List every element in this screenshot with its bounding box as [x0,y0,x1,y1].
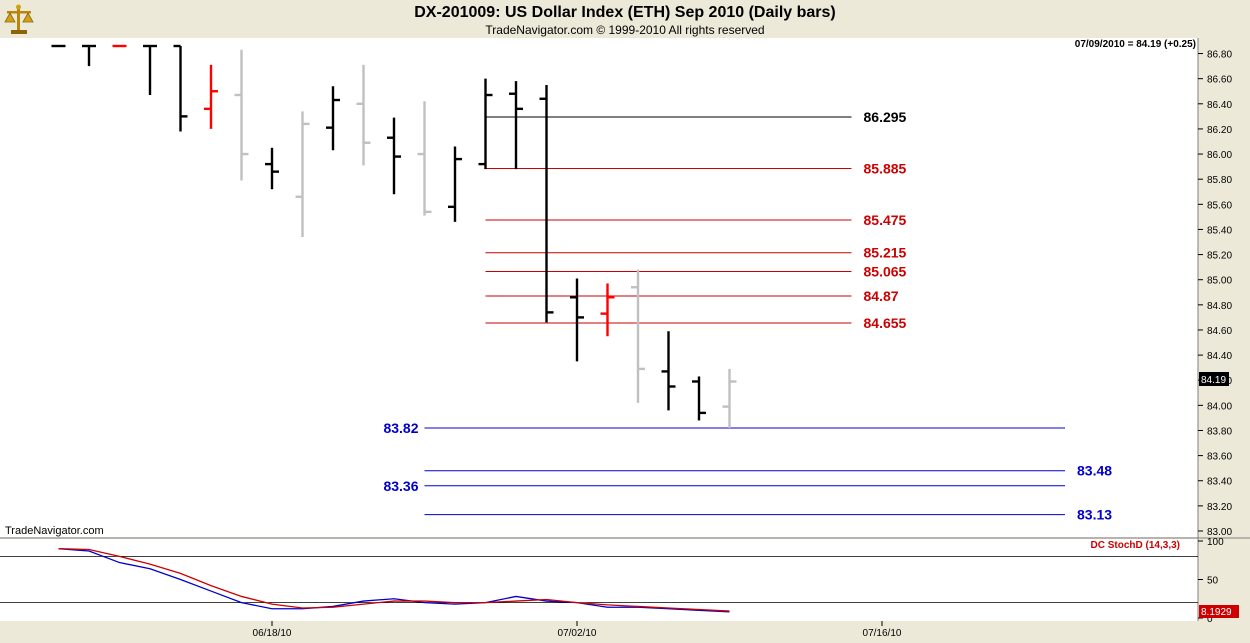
price-tick-label: 85.20 [1207,251,1232,262]
level-label: 84.655 [864,315,907,331]
last-price-tag: 84.19 [1199,372,1229,386]
price-tick-label: 86.20 [1207,125,1232,136]
level-label: 86.295 [864,109,907,125]
level-label: 85.885 [864,161,907,177]
price-tick-label: 86.40 [1207,100,1232,111]
ohlc-bar [539,84,554,323]
ohlc-bar [326,86,340,151]
price-tick-label: 84.80 [1207,301,1232,312]
ohlc-bar [722,368,737,428]
chart-area: 83.0083.2083.4083.6083.8084.0084.2084.40… [0,38,1250,639]
price-tick-label: 84.40 [1207,351,1232,362]
ohlc-bar [387,117,401,195]
watermark: TradeNavigator.com [5,525,104,537]
ohlc-bar [509,81,523,170]
ohlc-bar [173,44,188,132]
price-tick-label: 85.80 [1207,175,1232,186]
stoch-tick-label: 100 [1207,537,1224,548]
price-tick-label: 83.20 [1207,502,1232,513]
ohlc-bar [570,278,584,362]
price-panel-bg [0,38,1198,537]
chart-title: DX-201009: US Dollar Index (ETH) Sep 201… [414,4,836,21]
stoch-line-d [58,548,730,612]
price-tick-label: 84.60 [1207,326,1232,337]
level-label: 85.475 [864,212,907,228]
price-tick-label: 86.60 [1207,75,1232,86]
indicator-value-tag-text: 8.1929 [1201,607,1232,618]
time-tick-label: 07/16/10 [863,628,902,639]
price-tick-label: 86.80 [1207,50,1232,61]
chart-header: DX-201009: US Dollar Index (ETH) Sep 201… [0,0,1250,38]
level-label: 83.36 [383,478,418,494]
level-label: 83.82 [383,420,418,436]
last-price-info: 07/09/2010 = 84.19 (+0.25) [1075,39,1196,50]
ohlc-bar [295,111,310,237]
chart-subtitle: TradeNavigator.com © 1999-2010 All right… [485,23,765,37]
ohlc-bar [265,147,279,190]
indicator-label: DC StochD (14,3,3) [1091,540,1180,551]
indicator-value-tag: 8.1929 [1199,605,1239,618]
price-tick-label: 86.00 [1207,150,1232,161]
price-axis: 83.0083.2083.4083.6083.8084.0084.2084.40… [1198,50,1232,538]
ohlc-bar [448,146,462,222]
scales-icon [4,4,34,34]
price-tick-label: 85.40 [1207,225,1232,236]
ohlc-bar [631,269,645,403]
ohlc-bar [600,283,615,337]
price-tick-label: 84.00 [1207,401,1232,412]
ohlc-bars [51,44,737,428]
ohlc-bar [234,49,249,181]
ohlc-bar [143,44,157,96]
price-tick-label: 83.60 [1207,452,1232,463]
time-tick-label: 06/18/10 [253,628,292,639]
indicator-panel-bg [0,539,1198,621]
level-label: 83.48 [1077,463,1112,479]
level-label: 85.215 [864,245,907,261]
stoch-tick-label: 50 [1207,576,1219,587]
price-tick-label: 85.60 [1207,200,1232,211]
level-label: 85.065 [864,264,907,280]
ohlc-bar [356,64,371,166]
price-tick-label: 85.00 [1207,276,1232,287]
price-tick-label: 83.00 [1207,527,1232,538]
stoch-tick-label: 0 [1207,614,1213,625]
time-tick-label: 07/02/10 [558,628,597,639]
ohlc-bar [82,44,96,67]
price-tick-label: 83.80 [1207,426,1232,437]
time-axis: 06/18/10 07/02/10 07/16/10 [253,621,902,639]
level-label: 83.13 [1077,507,1112,523]
stochastic-indicator: 0 50 100 [0,537,1224,625]
ohlc-bar [692,376,706,421]
ohlc-bar [661,331,676,411]
ohlc-bar [204,64,218,129]
ohlc-bar [417,101,432,216]
stoch-line-k [58,548,730,613]
price-tick-label: 83.40 [1207,477,1232,488]
level-label: 84.87 [864,288,899,304]
ohlc-bar [478,78,493,170]
last-price-tag-text: 84.19 [1201,375,1226,386]
